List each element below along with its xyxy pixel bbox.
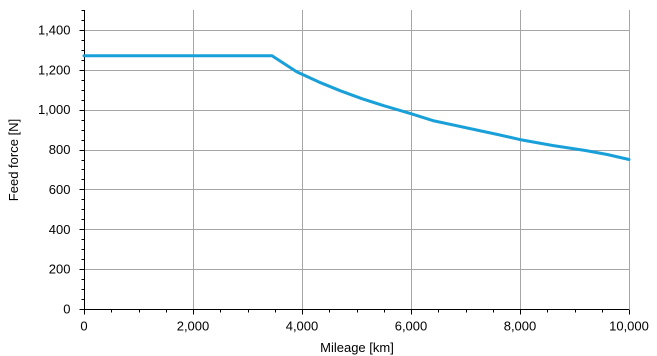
tick-labels: 0 2,000 4,000 6,000 8,000 10,000 0 200 400 600 800… <box>38 22 649 333</box>
y-tick-label: 400 <box>49 222 71 237</box>
x-tick-label: 2,000 <box>177 319 210 334</box>
y-tick-label: 1,200 <box>38 62 71 77</box>
y-tick-label: 1,400 <box>38 22 71 37</box>
x-tick-label: 0 <box>80 319 87 334</box>
y-tick-label: 0 <box>63 302 70 317</box>
x-tick-label: 8,000 <box>504 319 537 334</box>
x-tick-label: 6,000 <box>395 319 428 334</box>
y-tick-label: 800 <box>49 142 71 157</box>
axes <box>79 10 630 315</box>
x-tick-label: 10,000 <box>609 319 649 334</box>
series-layer <box>82 54 631 161</box>
y-tick-label: 1,000 <box>38 102 71 117</box>
x-axis-title: Mileage [km] <box>320 340 394 355</box>
y-tick-label: 200 <box>49 262 71 277</box>
y-axis-title: Feed force [N] <box>6 119 21 201</box>
y-tick-label: 600 <box>49 182 71 197</box>
x-tick-label: 4,000 <box>286 319 319 334</box>
series-line <box>82 54 631 161</box>
